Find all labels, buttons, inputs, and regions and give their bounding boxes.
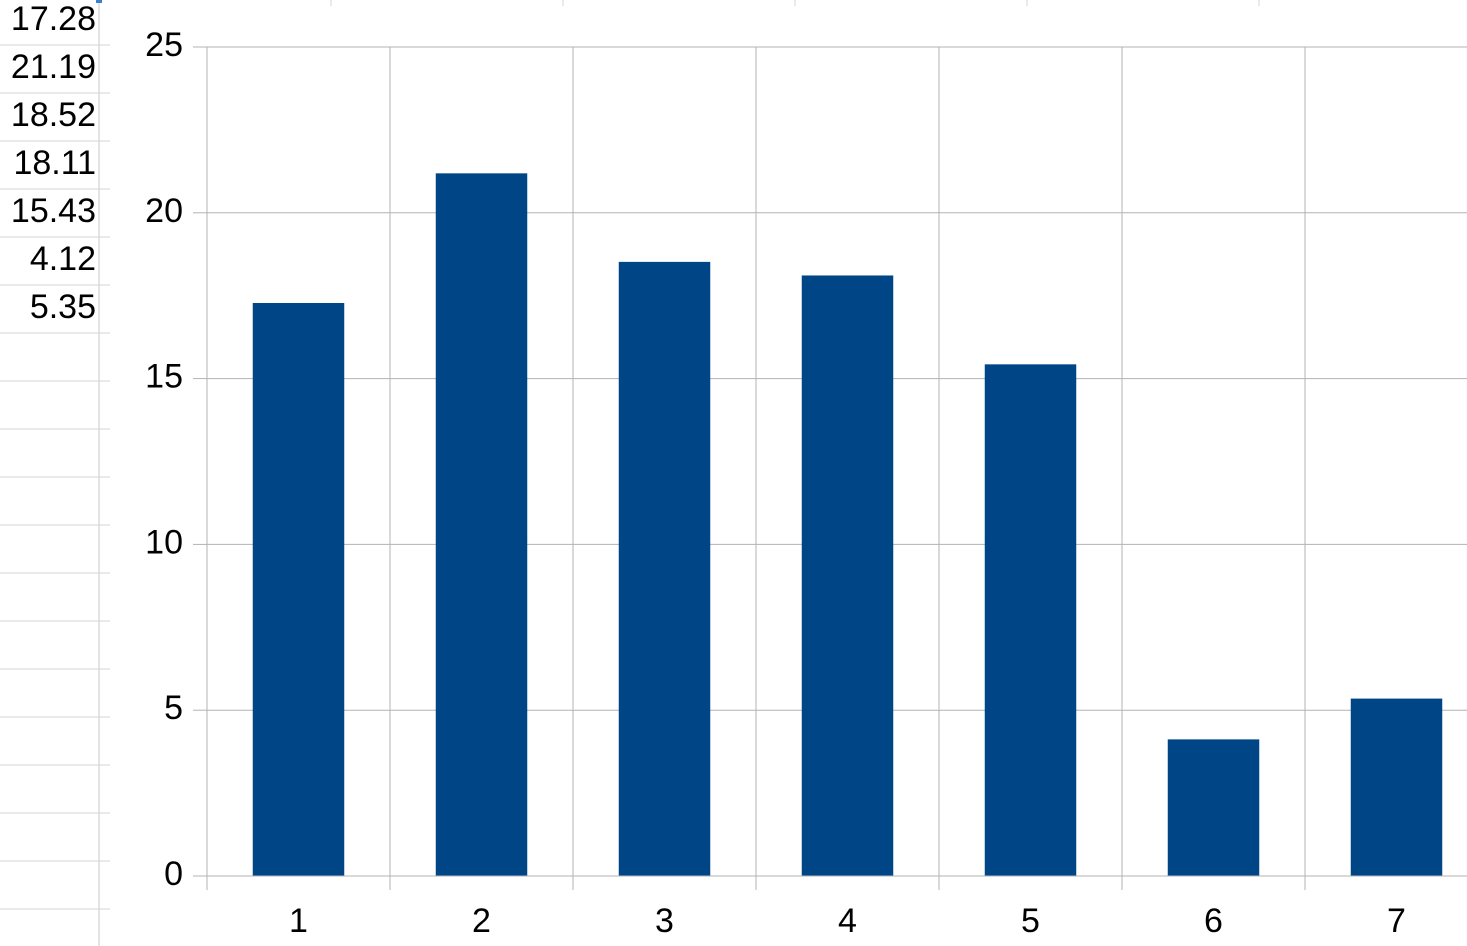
- cell-value: 21.19: [11, 48, 96, 86]
- bar: [1350, 698, 1443, 876]
- y-tick-label: 25: [145, 26, 183, 64]
- bar: [252, 302, 345, 876]
- cell-value: 18.11: [13, 144, 96, 182]
- y-tick-label: 20: [145, 192, 183, 230]
- x-tick-label: 3: [655, 902, 674, 940]
- cell-value: 18.52: [11, 96, 96, 134]
- bar: [801, 275, 894, 876]
- cell-cursor: [96, 0, 102, 3]
- y-tick-label: 0: [164, 855, 183, 893]
- cell-value: 17.28: [11, 0, 96, 38]
- x-tick-label: 2: [472, 902, 491, 940]
- cell-value: 4.12: [30, 240, 96, 278]
- x-tick-label: 7: [1387, 902, 1406, 940]
- y-tick-label: 10: [145, 523, 183, 561]
- bar: [984, 364, 1077, 876]
- bar: [1167, 739, 1260, 876]
- cell-value: 5.35: [30, 288, 96, 326]
- y-tick-label: 15: [145, 358, 183, 396]
- x-tick-label: 5: [1021, 902, 1040, 940]
- x-tick-label: 6: [1204, 902, 1223, 940]
- cell-value: 15.43: [11, 192, 96, 230]
- x-tick-label: 1: [289, 902, 308, 940]
- x-tick-label: 4: [838, 902, 857, 940]
- bar: [618, 261, 711, 876]
- bar: [435, 173, 528, 876]
- y-tick-label: 5: [164, 689, 183, 727]
